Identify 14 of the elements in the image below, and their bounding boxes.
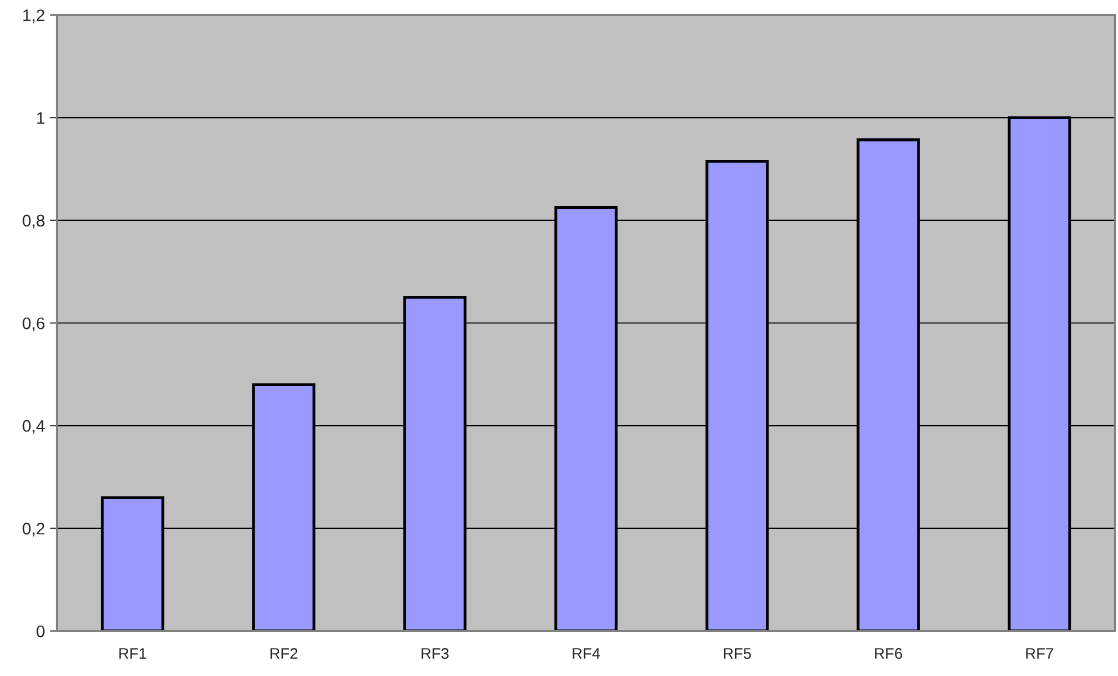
x-tick-label: RF4 [572,648,600,659]
y-tick-label: 1 [37,112,45,124]
x-tick-label: RF5 [723,648,751,659]
y-tick-label: 0,8 [22,214,45,229]
y-tick-label: 0,6 [22,317,45,332]
y-tick-label: 0 [36,625,45,638]
y-tick-label: 1,2 [23,9,45,24]
x-tick-label: RF2 [270,648,298,659]
x-tick-label: RF3 [421,648,449,659]
x-tick-label: RF7 [1026,648,1054,659]
x-tick-label: RF6 [875,648,903,659]
y-tick-label: 0,2 [22,522,45,537]
x-tick-label: RF1 [119,648,147,659]
y-tick-label: 0,4 [22,420,45,434]
